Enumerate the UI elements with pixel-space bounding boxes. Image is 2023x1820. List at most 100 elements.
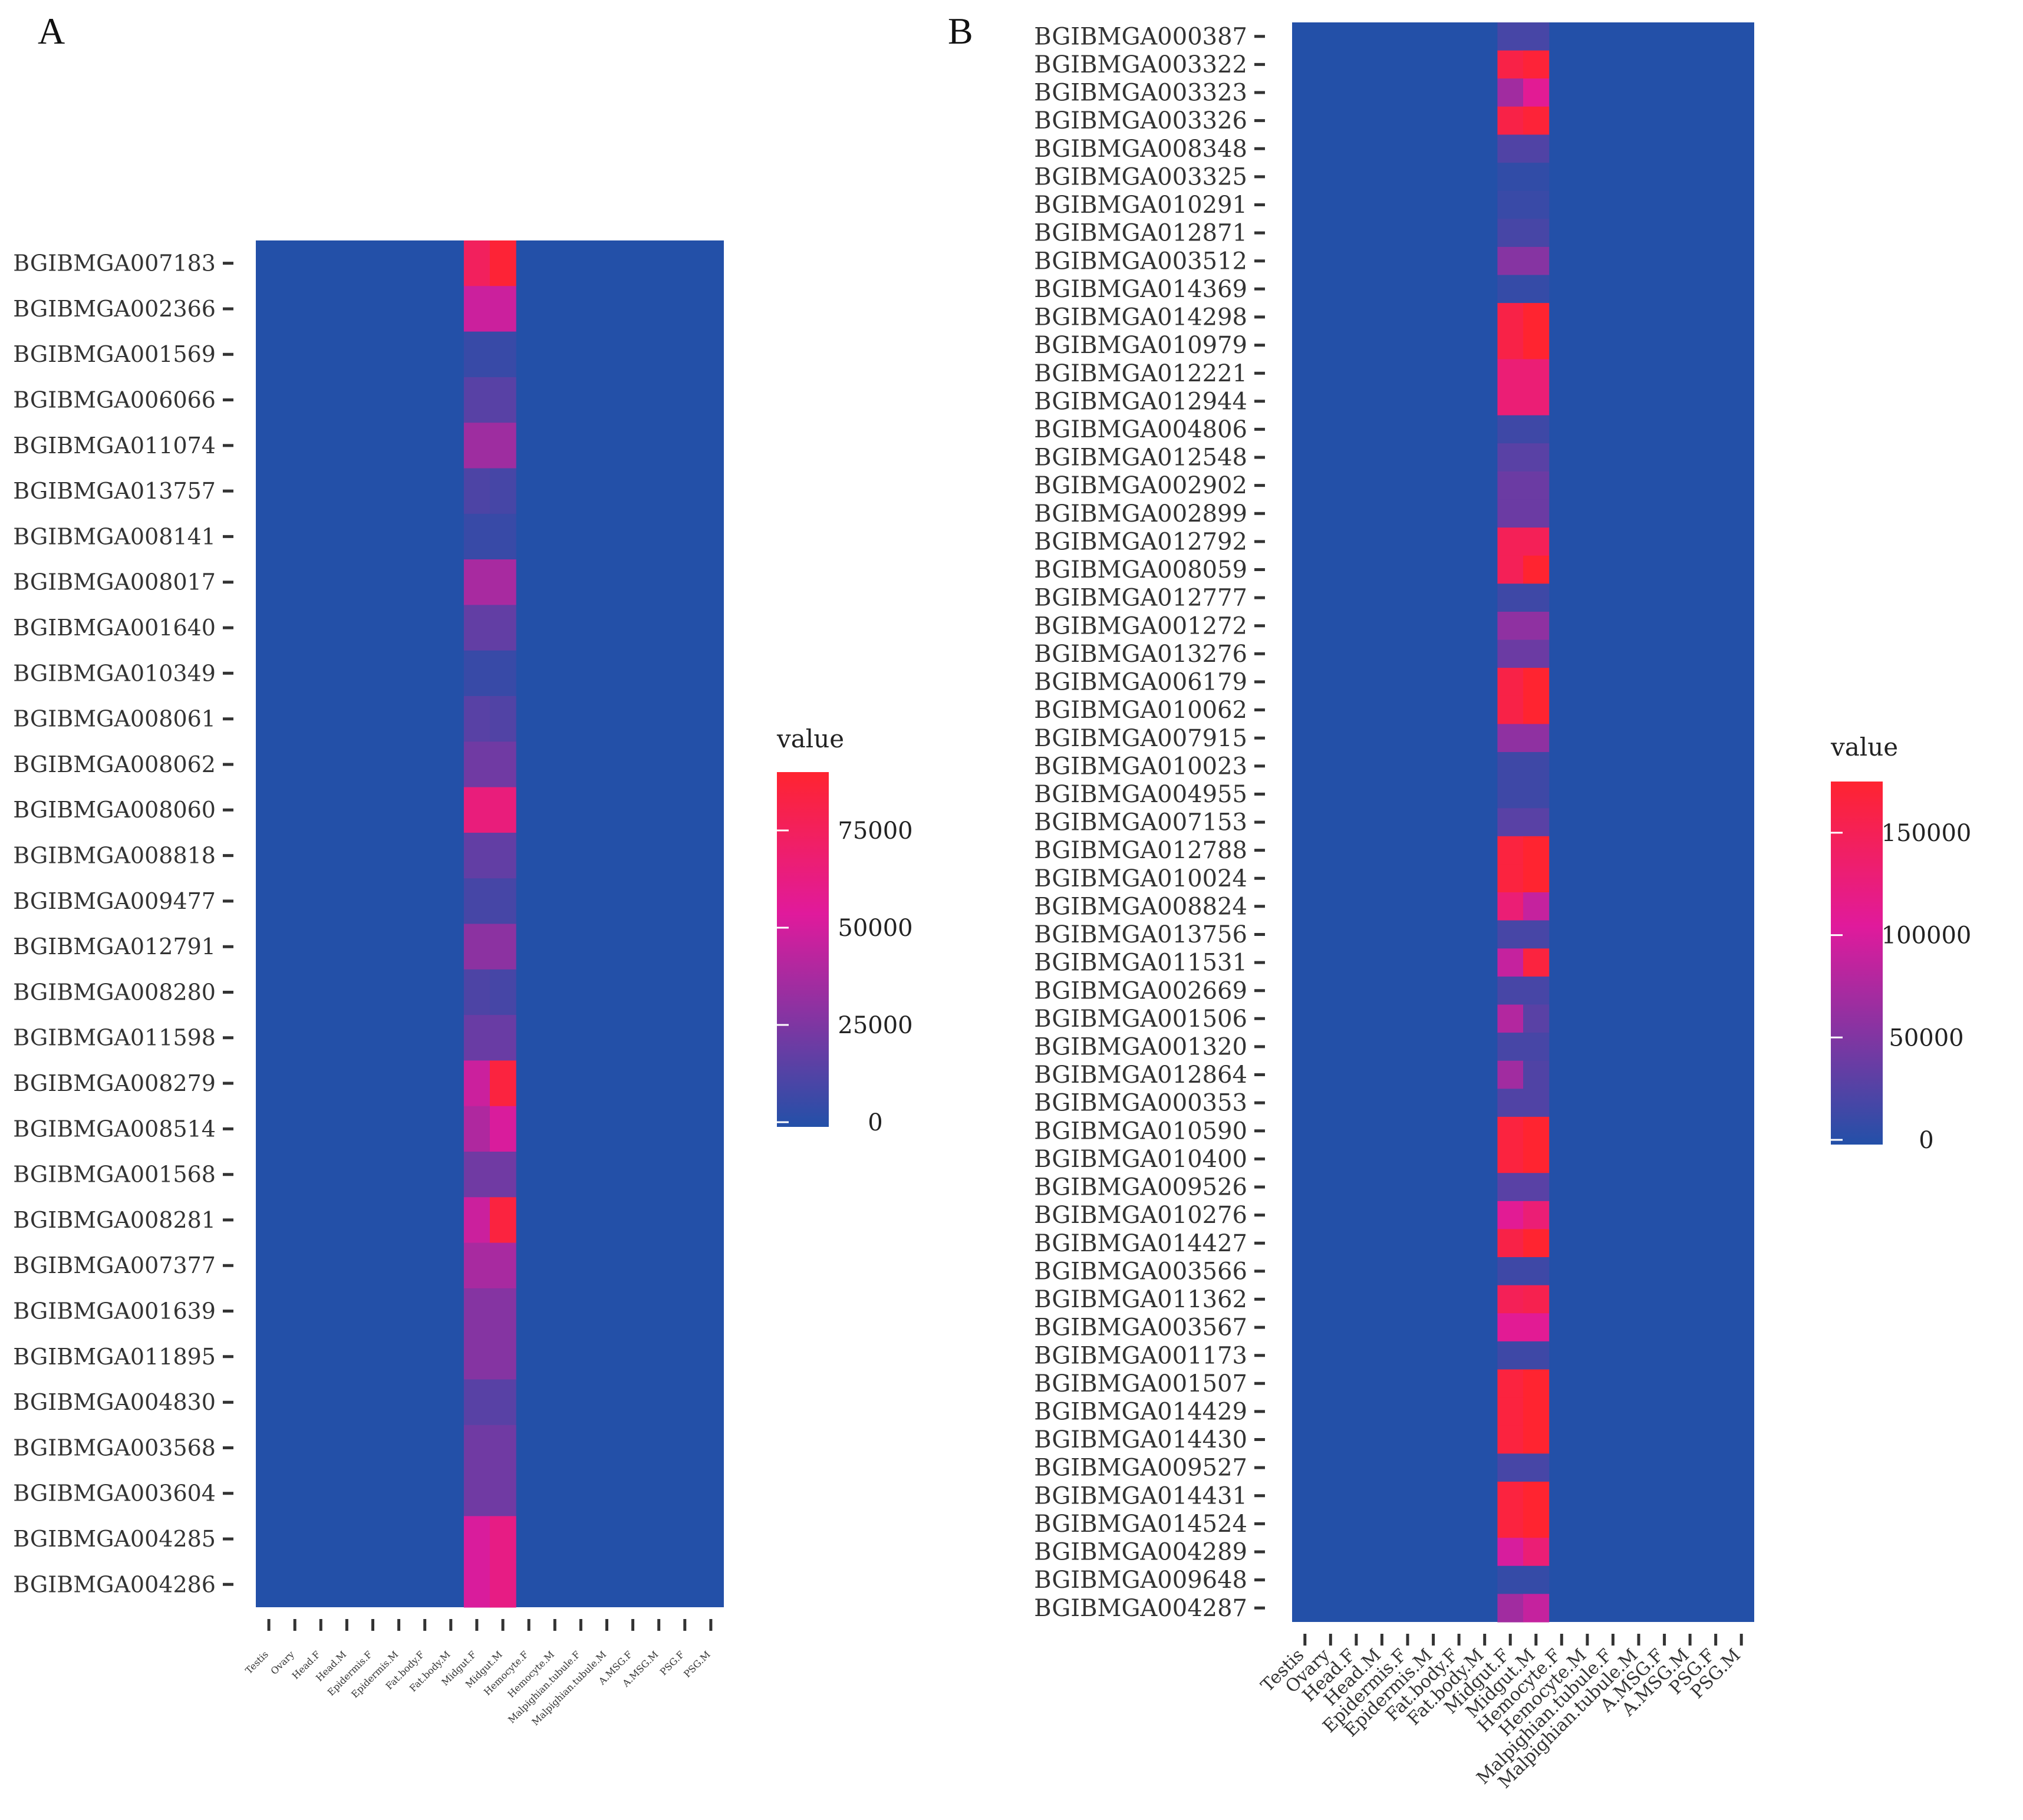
legend-tick-label: 50000 [1889,1024,1963,1051]
heatmap-cell [1523,1538,1550,1567]
heatmap-cell [1497,1089,1524,1117]
heatmap-cell [1523,892,1550,921]
row-label: BGIBMGA002366 [13,296,216,322]
heatmap-cell [1497,106,1524,135]
row-label: BGIBMGA004955 [1034,781,1247,808]
heatmap-cell [463,878,490,925]
heatmap-cell [1523,583,1550,612]
heatmap-cell [490,240,516,286]
heatmap-cell [1523,219,1550,248]
heatmap-cell [1523,1594,1550,1623]
heatmap-cell [490,1379,516,1426]
heatmap-cell [463,1288,490,1334]
row-label: BGIBMGA004289 [1034,1539,1247,1566]
heatmap-cell [490,1197,516,1244]
legend-panel-b: value 150000 100000 50000 0 [1830,733,1971,1154]
row-label: BGIBMGA001639 [13,1298,216,1324]
row-label: BGIBMGA008818 [13,843,216,869]
heatmap-cell [1497,190,1524,219]
heatmap-cell [1497,752,1524,781]
heatmap-cell [490,423,516,469]
row-label: BGIBMGA008281 [13,1207,216,1233]
row-label: BGIBMGA012221 [1034,360,1247,387]
heatmap-cell [490,559,516,605]
heatmap-cell [1523,50,1550,79]
heatmap-cell [1497,1369,1524,1398]
heatmap-cell [1523,724,1550,753]
heatmap-cell [463,1015,490,1061]
heatmap-panel-b: BGIBMGA000387BGIBMGA003322BGIBMGA003323B… [1034,22,1754,1792]
row-label: BGIBMGA012548 [1034,444,1247,472]
heatmap-cell [1523,611,1550,641]
row-label: BGIBMGA003567 [1034,1314,1247,1341]
heatmap-panel-a: BGIBMGA007183 BGIBMGA002366 BGIBMGA001569 B… [13,240,724,1727]
row-label: BGIBMGA009526 [1034,1174,1247,1201]
heatmap-cell [1497,668,1524,697]
row-label: BGIBMGA012944 [1034,388,1247,415]
heatmap-cell [1523,808,1550,837]
heatmap-cell [1497,1509,1524,1538]
heatmap-cell [1523,1453,1550,1482]
heatmap-cell [1497,1565,1524,1594]
row-label: BGIBMGA014431 [1034,1482,1247,1509]
legend-tick-label: 150000 [1882,820,1972,847]
row-label: BGIBMGA008348 [1034,136,1247,163]
heatmap-cell [1497,1594,1524,1623]
heatmap-cell [1523,443,1550,472]
heatmap-cell [490,969,516,1015]
row-label: BGIBMGA013276 [1034,641,1247,668]
heatmap-cell [1523,695,1550,724]
row-label: BGIBMGA012864 [1034,1061,1247,1089]
row-label: BGIBMGA003512 [1034,248,1247,275]
row-label: BGIBMGA010276 [1034,1202,1247,1229]
heatmap-cell [490,1516,516,1562]
heatmap-cell [1523,1285,1550,1314]
heatmap-cell [490,787,516,833]
heatmap-cell [1523,1257,1550,1286]
heatmap-cell [1523,246,1550,276]
heatmap-cell [1523,1060,1550,1089]
heatmap-cell [463,1334,490,1380]
legend-tick-label: 100000 [1882,922,1972,949]
heatmap-cell [1523,471,1550,500]
heatmap-cell [1523,1425,1550,1454]
heatmap-cell [1497,892,1524,921]
heatmap-cell [1497,724,1524,753]
heatmap-cell [1497,359,1524,388]
heatmap-cell [463,1470,490,1516]
row-label: BGIBMGA009527 [1034,1455,1247,1482]
row-label: BGIBMGA001320 [1034,1034,1247,1061]
row-label: BGIBMGA003325 [1034,164,1247,191]
heatmap-cell [1523,331,1550,360]
row-label: BGIBMGA011074 [13,433,216,459]
heatmap-cell [1497,499,1524,528]
heatmap-cell [490,1425,516,1471]
heatmap-cell [1523,976,1550,1005]
row-label: BGIBMGA004286 [13,1571,216,1597]
heatmap-cell [1497,639,1524,668]
heatmap-cell [1523,836,1550,865]
row-label: BGIBMGA010979 [1034,332,1247,359]
row-label: BGIBMGA006066 [13,387,216,413]
legend-tick-label: 0 [868,1109,882,1136]
heatmap-cell [1497,695,1524,724]
heatmap-cell [463,832,490,879]
row-label: BGIBMGA009477 [13,888,216,914]
heatmap-cell [490,1561,516,1608]
heatmap-cell [463,787,490,833]
heatmap-cell [463,559,490,605]
heatmap-cell [1497,1145,1524,1173]
row-label: BGIBMGA008141 [13,523,216,549]
heatmap-cell [463,468,490,515]
row-label: BGIBMGA007153 [1034,809,1247,836]
row-label: BGIBMGA010024 [1034,865,1247,892]
legend-tick-label: 25000 [838,1012,912,1039]
row-label: BGIBMGA009648 [1034,1567,1247,1594]
row-label: BGIBMGA014429 [1034,1399,1247,1426]
legend-tick-label: 75000 [838,817,912,845]
row-label: BGIBMGA008280 [13,979,216,1005]
row-label: BGIBMGA007915 [1034,725,1247,752]
row-label: BGIBMGA003604 [13,1481,216,1506]
legend-panel-a: value 75000 50000 25000 0 [776,724,913,1136]
heatmap-cell [1497,331,1524,360]
